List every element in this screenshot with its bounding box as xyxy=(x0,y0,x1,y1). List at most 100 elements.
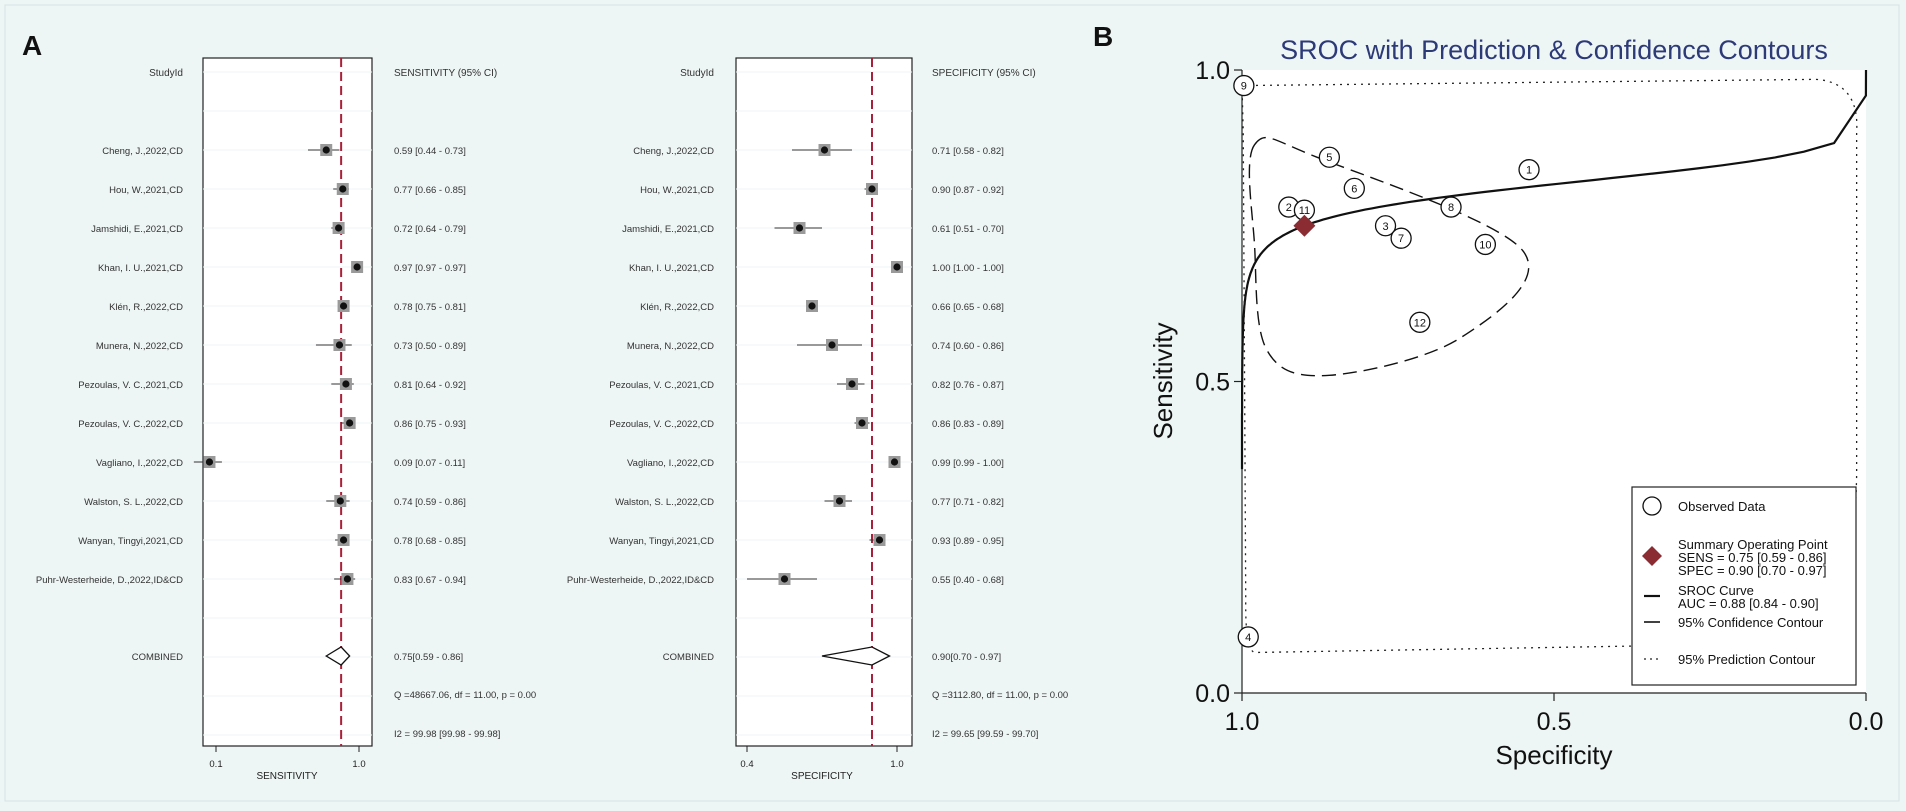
sroc-observed-point xyxy=(1518,159,1540,181)
spec-study-header: StudyId xyxy=(680,68,714,79)
sens-study-label: Pezoulas, V. C.,2021,CD xyxy=(78,380,183,391)
spec-study-label: Puhr-Westerheide, D.,2022,ID&CD xyxy=(567,575,714,586)
sroc-point-label: 8 xyxy=(1448,202,1454,214)
sens-x-tick-label: 0.1 xyxy=(209,759,222,770)
spec-x-tick-label: 1.0 xyxy=(890,759,903,770)
spec-study-estimate-text: 0.99 [0.99 - 1.00] xyxy=(932,458,1004,469)
spec-study-point xyxy=(868,185,876,193)
spec-heterogeneity-i2: I2 = 99.65 [99.59 - 99.70] xyxy=(932,729,1038,740)
spec-study-label: Pezoulas, V. C.,2022,CD xyxy=(609,419,714,430)
sroc-x-axis-title: Specificity xyxy=(1495,740,1612,770)
spec-x-tick-label: 0.4 xyxy=(740,759,753,770)
sroc-observed-point xyxy=(1374,215,1397,237)
sens-study-point xyxy=(335,341,344,349)
sroc-observed-point xyxy=(1409,311,1431,333)
sens-study-estimate-text: 0.74 [0.59 - 0.86] xyxy=(394,497,466,508)
sens-heterogeneity-i2: I2 = 99.98 [99.98 - 99.98] xyxy=(394,729,500,740)
sens-study-estimate-text: 0.81 [0.64 - 0.92] xyxy=(394,380,466,391)
sens-study-estimate-text: 0.77 [0.66 - 0.85] xyxy=(394,185,466,196)
spec-combined-estimate-text: 0.90[0.70 - 0.97] xyxy=(932,652,1001,663)
sroc-confidence-contour xyxy=(1248,136,1530,377)
sens-study-estimate-text: 0.86 [0.75 - 0.93] xyxy=(394,419,466,430)
sens-study-estimate-text: 0.73 [0.50 - 0.89] xyxy=(394,341,466,352)
spec-combined-label: COMBINED xyxy=(663,652,714,663)
sroc-y-tick-label: 0.0 xyxy=(1195,680,1230,708)
spec-combined-diamond xyxy=(821,646,891,666)
spec-heterogeneity-q: Q =3112.80, df = 11.00, p = 0.00 xyxy=(932,690,1068,701)
sroc-point-label: 10 xyxy=(1479,239,1491,251)
spec-study-estimate-text: 0.77 [0.71 - 0.82] xyxy=(932,497,1004,508)
sens-study-point xyxy=(339,302,348,310)
spec-study-point xyxy=(893,263,901,271)
sens-study-point xyxy=(343,575,352,583)
sens-combined-diamond xyxy=(324,646,351,666)
sroc-observed-point xyxy=(1233,74,1255,97)
spec-study-point xyxy=(875,536,884,544)
sroc-point-label: 12 xyxy=(1414,317,1426,329)
sens-study-label: Wanyan, Tingyi,2021,CD xyxy=(78,536,183,547)
sens-study-estimate-text: 0.59 [0.44 - 0.73] xyxy=(394,146,466,157)
spec-x-axis-label: SPECIFICITY xyxy=(791,771,853,782)
spec-study-point xyxy=(848,380,856,388)
spec-study-point xyxy=(835,497,844,505)
sroc-observed-point xyxy=(1318,146,1341,168)
sroc-point-label: 5 xyxy=(1326,152,1332,164)
panel-a-label: A xyxy=(22,30,42,61)
spec-study-label: Pezoulas, V. C.,2021,CD xyxy=(609,380,714,391)
spec-study-estimate-text: 0.71 [0.58 - 0.82] xyxy=(932,146,1004,157)
spec-study-estimate-text: 0.86 [0.83 - 0.89] xyxy=(932,419,1004,430)
spec-study-estimate-text: 0.90 [0.87 - 0.92] xyxy=(932,185,1004,196)
sens-study-point xyxy=(339,185,347,193)
sroc-observed-point xyxy=(1390,227,1412,249)
legend-summary-symbol xyxy=(1642,546,1662,566)
sens-combined-label: COMBINED xyxy=(132,652,183,663)
spec-study-point xyxy=(858,419,866,427)
sroc-point-label: 3 xyxy=(1382,221,1388,233)
spec-study-label: Walston, S. L.,2022,CD xyxy=(615,497,714,508)
spec-plot-frame xyxy=(735,57,913,747)
sens-study-point xyxy=(322,146,330,154)
legend-entry-label: Summary Operating Point xyxy=(1678,537,1828,552)
sens-study-point xyxy=(342,380,350,388)
sroc-observed-point xyxy=(1440,196,1462,218)
sensitivity-forest-plot: Cheng, J.,2022,CD 0.59 [0.44 - 0.73] Hou, … xyxy=(36,57,466,770)
spec-study-estimate-text: 0.74 [0.60 - 0.86] xyxy=(932,341,1004,352)
spec-study-point xyxy=(780,575,789,583)
legend-entry-label: 95% Confidence Contour xyxy=(1678,615,1824,630)
sens-x-axis-label: SENSITIVITY xyxy=(256,771,317,782)
sens-study-label: Hou, W.,2021,CD xyxy=(109,185,183,196)
sens-study-point xyxy=(336,497,344,505)
sens-study-point xyxy=(346,419,354,427)
legend-entry-detail: AUC = 0.88 [0.84 - 0.90] xyxy=(1678,596,1819,611)
sroc-y-tick-label: 0.5 xyxy=(1195,369,1230,397)
spec-study-estimate-text: 0.66 [0.65 - 0.68] xyxy=(932,302,1004,313)
legend-entry-label: SROC Curve xyxy=(1678,583,1754,598)
sens-study-label: Puhr-Westerheide, D.,2022,ID&CD xyxy=(36,575,183,586)
spec-study-point xyxy=(808,302,816,310)
sroc-x-tick-label: 0.0 xyxy=(1849,708,1884,736)
spec-column-header: SPECIFICITY (95% CI) xyxy=(932,68,1036,79)
sroc-observed-point xyxy=(1343,177,1365,200)
sens-study-label: Munera, N.,2022,CD xyxy=(96,341,183,352)
sroc-point-label: 1 xyxy=(1526,165,1532,177)
legend-entry-detail: SENS = 0.75 [0.59 - 0.86] xyxy=(1678,550,1827,565)
sens-study-point xyxy=(353,263,361,271)
sroc-point-label: 4 xyxy=(1245,632,1251,644)
sroc-curve-line xyxy=(1240,69,1868,470)
sroc-point-label: 11 xyxy=(1299,205,1310,217)
legend-entry-label: Observed Data xyxy=(1678,499,1766,514)
sens-study-label: Khan, I. U.,2021,CD xyxy=(98,263,183,274)
sroc-point-label: 2 xyxy=(1286,202,1292,214)
sroc-point-label: 7 xyxy=(1398,233,1404,245)
sroc-point-label: 9 xyxy=(1241,81,1247,93)
sens-study-estimate-text: 0.97 [0.97 - 0.97] xyxy=(394,263,466,274)
sroc-y-tick-label: 1.0 xyxy=(1195,57,1230,85)
spec-study-estimate-text: 0.82 [0.76 - 0.87] xyxy=(932,380,1004,391)
spec-study-estimate-text: 0.93 [0.89 - 0.95] xyxy=(932,536,1004,547)
spec-study-label: Wanyan, Tingyi,2021,CD xyxy=(609,536,714,547)
legend-entry-label: 95% Prediction Contour xyxy=(1678,652,1816,667)
sens-study-label: Walston, S. L.,2022,CD xyxy=(84,497,183,508)
sens-study-estimate-text: 0.78 [0.75 - 0.81] xyxy=(394,302,466,313)
